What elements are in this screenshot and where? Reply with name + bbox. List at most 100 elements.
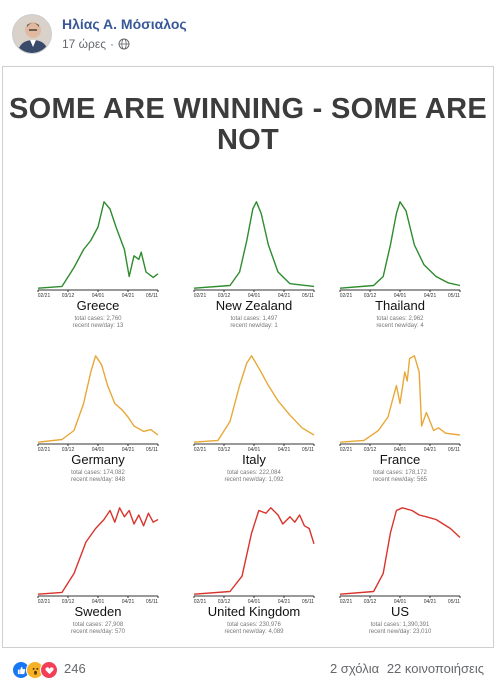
case-curve (339, 507, 461, 595)
country-name: Greece (76, 298, 120, 313)
x-tick-label: 04/01 (92, 293, 105, 298)
recent-new-per-day: recent new/day: 1 (230, 323, 278, 329)
x-tick-label: 04/21 (122, 293, 135, 298)
post-footer (0, 648, 496, 700)
case-curve (37, 201, 159, 289)
x-tick-label: 03/12 (364, 447, 377, 452)
x-tick-label: 03/12 (62, 599, 75, 604)
x-tick-label: 04/01 (394, 447, 407, 452)
post-meta: 17 ώρες · (62, 37, 130, 51)
author-avatar[interactable] (12, 14, 52, 54)
reactions[interactable] (12, 660, 58, 680)
x-tick-label: 04/21 (278, 447, 291, 452)
x-tick-label: 04/01 (248, 447, 261, 452)
case-curve (193, 355, 315, 443)
x-tick-label: 04/21 (424, 447, 437, 452)
x-tick-label: 05/11 (146, 599, 158, 604)
x-tick-label: 05/11 (448, 447, 460, 452)
x-tick-label: 04/21 (278, 599, 291, 604)
reaction-count[interactable]: 246 (64, 661, 86, 676)
country-name: Italy (242, 452, 266, 467)
x-tick-label: 04/01 (394, 293, 407, 298)
country-name: United Kingdom (207, 604, 301, 619)
chart-panel: 02/21 03/12 04/01 04/21 05/11 Sweden total cas… (36, 504, 160, 652)
total-cases: total cases: 178,172 (373, 470, 427, 476)
total-cases: total cases: 2,760 (74, 316, 122, 322)
x-tick-label: 04/21 (122, 447, 135, 452)
x-tick-label: 04/21 (122, 599, 135, 604)
total-cases: total cases: 2,962 (376, 316, 424, 322)
x-tick-label: 02/21 (340, 293, 353, 298)
chart-panel: 02/21 03/12 04/01 04/21 05/11 Italy total case… (192, 352, 316, 500)
x-tick-label: 04/01 (394, 599, 407, 604)
x-tick-label: 03/12 (364, 293, 377, 298)
chart-panel: 02/21 03/12 04/01 04/21 05/11 US total cases: … (338, 504, 462, 652)
x-tick-label: 05/11 (146, 447, 158, 452)
x-tick-label: 03/12 (218, 599, 231, 604)
x-tick-label: 04/21 (278, 293, 291, 298)
case-curve (37, 507, 159, 595)
total-cases: total cases: 1,390,391 (370, 622, 430, 628)
post-header: Ηλίας Α. Μόσιαλος 17 ώρες · (0, 0, 496, 66)
x-tick-label: 02/21 (194, 293, 207, 298)
recent-new-per-day: recent new/day: 1,092 (224, 477, 284, 483)
shares-link[interactable]: 22 κοινοποιήσεις (386, 661, 484, 676)
wow-icon (26, 661, 44, 679)
country-chart: 02/21 03/12 04/01 04/21 05/11 (193, 355, 315, 452)
chart-panel: 02/21 03/12 04/01 04/21 05/11 Thailand total c… (338, 198, 462, 346)
country-chart: 02/21 03/12 04/01 04/21 05/11 (339, 507, 461, 604)
love-icon (40, 661, 58, 679)
x-tick-label: 04/01 (248, 599, 261, 604)
case-curve (37, 355, 159, 443)
x-tick-label: 03/12 (62, 447, 75, 452)
recent-new-per-day: recent new/day: 4 (376, 323, 424, 329)
x-tick-label: 04/21 (424, 293, 437, 298)
x-tick-label: 03/12 (218, 447, 231, 452)
total-cases: total cases: 1,497 (230, 316, 278, 322)
case-curve (339, 355, 461, 443)
recent-new-per-day: recent new/day: 13 (72, 323, 124, 329)
engagement-stats: 2 σχόλια 22 κοινοποιήσεις (326, 661, 484, 676)
recent-new-per-day: recent new/day: 848 (70, 477, 126, 483)
country-chart: 02/21 03/12 04/01 04/21 05/11 (37, 355, 159, 452)
recent-new-per-day: recent new/day: 4,089 (224, 629, 284, 635)
x-tick-label: 05/11 (146, 293, 158, 298)
country-name: Sweden (74, 604, 122, 619)
globe-icon (118, 38, 130, 50)
country-chart: 02/21 03/12 04/01 04/21 05/11 (193, 201, 315, 298)
country-name: Germany (71, 452, 125, 467)
recent-new-per-day: recent new/day: 23,010 (368, 629, 432, 635)
author-name[interactable]: Ηλίας Α. Μόσιαλος (62, 16, 187, 32)
chart-panel: 02/21 03/12 04/01 04/21 05/11 United Kingdom t… (192, 504, 316, 652)
x-tick-label: 02/21 (194, 599, 207, 604)
x-tick-label: 05/11 (302, 447, 314, 452)
country-chart: 02/21 03/12 04/01 04/21 05/11 (193, 507, 315, 604)
x-tick-label: 02/21 (38, 293, 51, 298)
x-tick-label: 05/11 (448, 599, 460, 604)
recent-new-per-day: recent new/day: 570 (70, 629, 126, 635)
chart-panel: 02/21 03/12 04/01 04/21 05/11 Germany total ca… (36, 352, 160, 500)
country-chart: 02/21 03/12 04/01 04/21 05/11 (339, 201, 461, 298)
country-name: France (379, 452, 421, 467)
country-name: Thailand (375, 298, 425, 313)
country-chart: 02/21 03/12 04/01 04/21 05/11 (37, 507, 159, 604)
x-tick-label: 05/11 (302, 599, 314, 604)
comments-link[interactable]: 2 σχόλια (329, 661, 380, 676)
country-name: New Zealand (215, 298, 293, 313)
x-tick-label: 02/21 (38, 599, 51, 604)
total-cases: total cases: 174,082 (71, 470, 125, 476)
post-time[interactable]: 17 ώρες (62, 37, 107, 51)
recent-new-per-day: recent new/day: 565 (372, 477, 428, 483)
x-tick-label: 04/01 (92, 599, 105, 604)
total-cases: total cases: 222,084 (227, 470, 281, 476)
x-tick-label: 03/12 (364, 599, 377, 604)
total-cases: total cases: 27,908 (72, 622, 124, 628)
case-curve (193, 201, 315, 289)
chart-panel: 02/21 03/12 04/01 04/21 05/11 France total cas… (338, 352, 462, 500)
x-tick-label: 03/12 (218, 293, 231, 298)
chart-panel: 02/21 03/12 04/01 04/21 05/11 Greece total cas… (36, 198, 160, 346)
x-tick-label: 04/01 (92, 447, 105, 452)
x-tick-label: 05/11 (302, 293, 314, 298)
x-tick-label: 04/21 (424, 599, 437, 604)
infographic-headline: SOME ARE WINNING - SOME ARE NOT (8, 93, 488, 156)
